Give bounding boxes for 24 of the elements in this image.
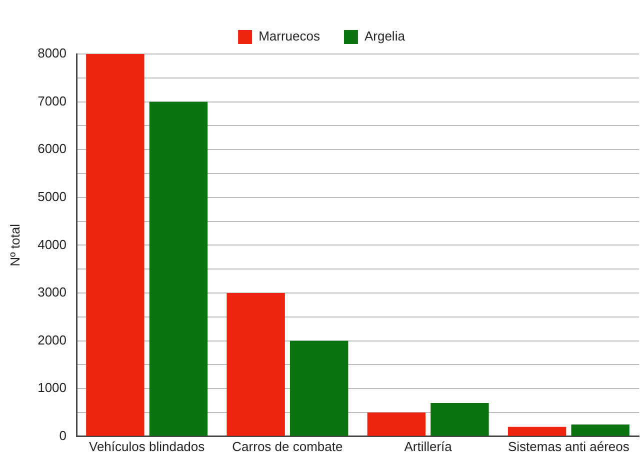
bar xyxy=(508,426,566,436)
bar xyxy=(430,402,489,436)
bar xyxy=(290,340,348,436)
x-tick-label: Sistemas anti aéreos xyxy=(508,438,630,454)
y-tick-label: 7000 xyxy=(38,93,67,108)
bar xyxy=(571,424,630,436)
y-tick-label: 4000 xyxy=(38,236,67,252)
bar xyxy=(367,412,426,436)
bar xyxy=(226,293,285,436)
y-tick-label: 0 xyxy=(59,428,67,443)
bar xyxy=(86,54,144,436)
bar xyxy=(149,102,208,436)
y-tick-label: 3000 xyxy=(38,284,67,300)
y-axis-title: Nº total xyxy=(7,224,22,266)
x-tick-label: Vehículos blindados xyxy=(89,438,206,454)
y-tick-label: 5000 xyxy=(38,188,67,204)
x-tick-label: Artillería xyxy=(404,438,453,454)
y-tick-label: 6000 xyxy=(38,141,67,156)
y-tick-label: 8000 xyxy=(38,46,67,61)
legend-label: Argelia xyxy=(364,28,406,44)
y-tick-label: 2000 xyxy=(38,332,67,348)
legend-label: Marruecos xyxy=(258,28,320,44)
y-tick-label: 1000 xyxy=(38,380,67,396)
x-tick-label: Carros de combate xyxy=(232,438,343,454)
